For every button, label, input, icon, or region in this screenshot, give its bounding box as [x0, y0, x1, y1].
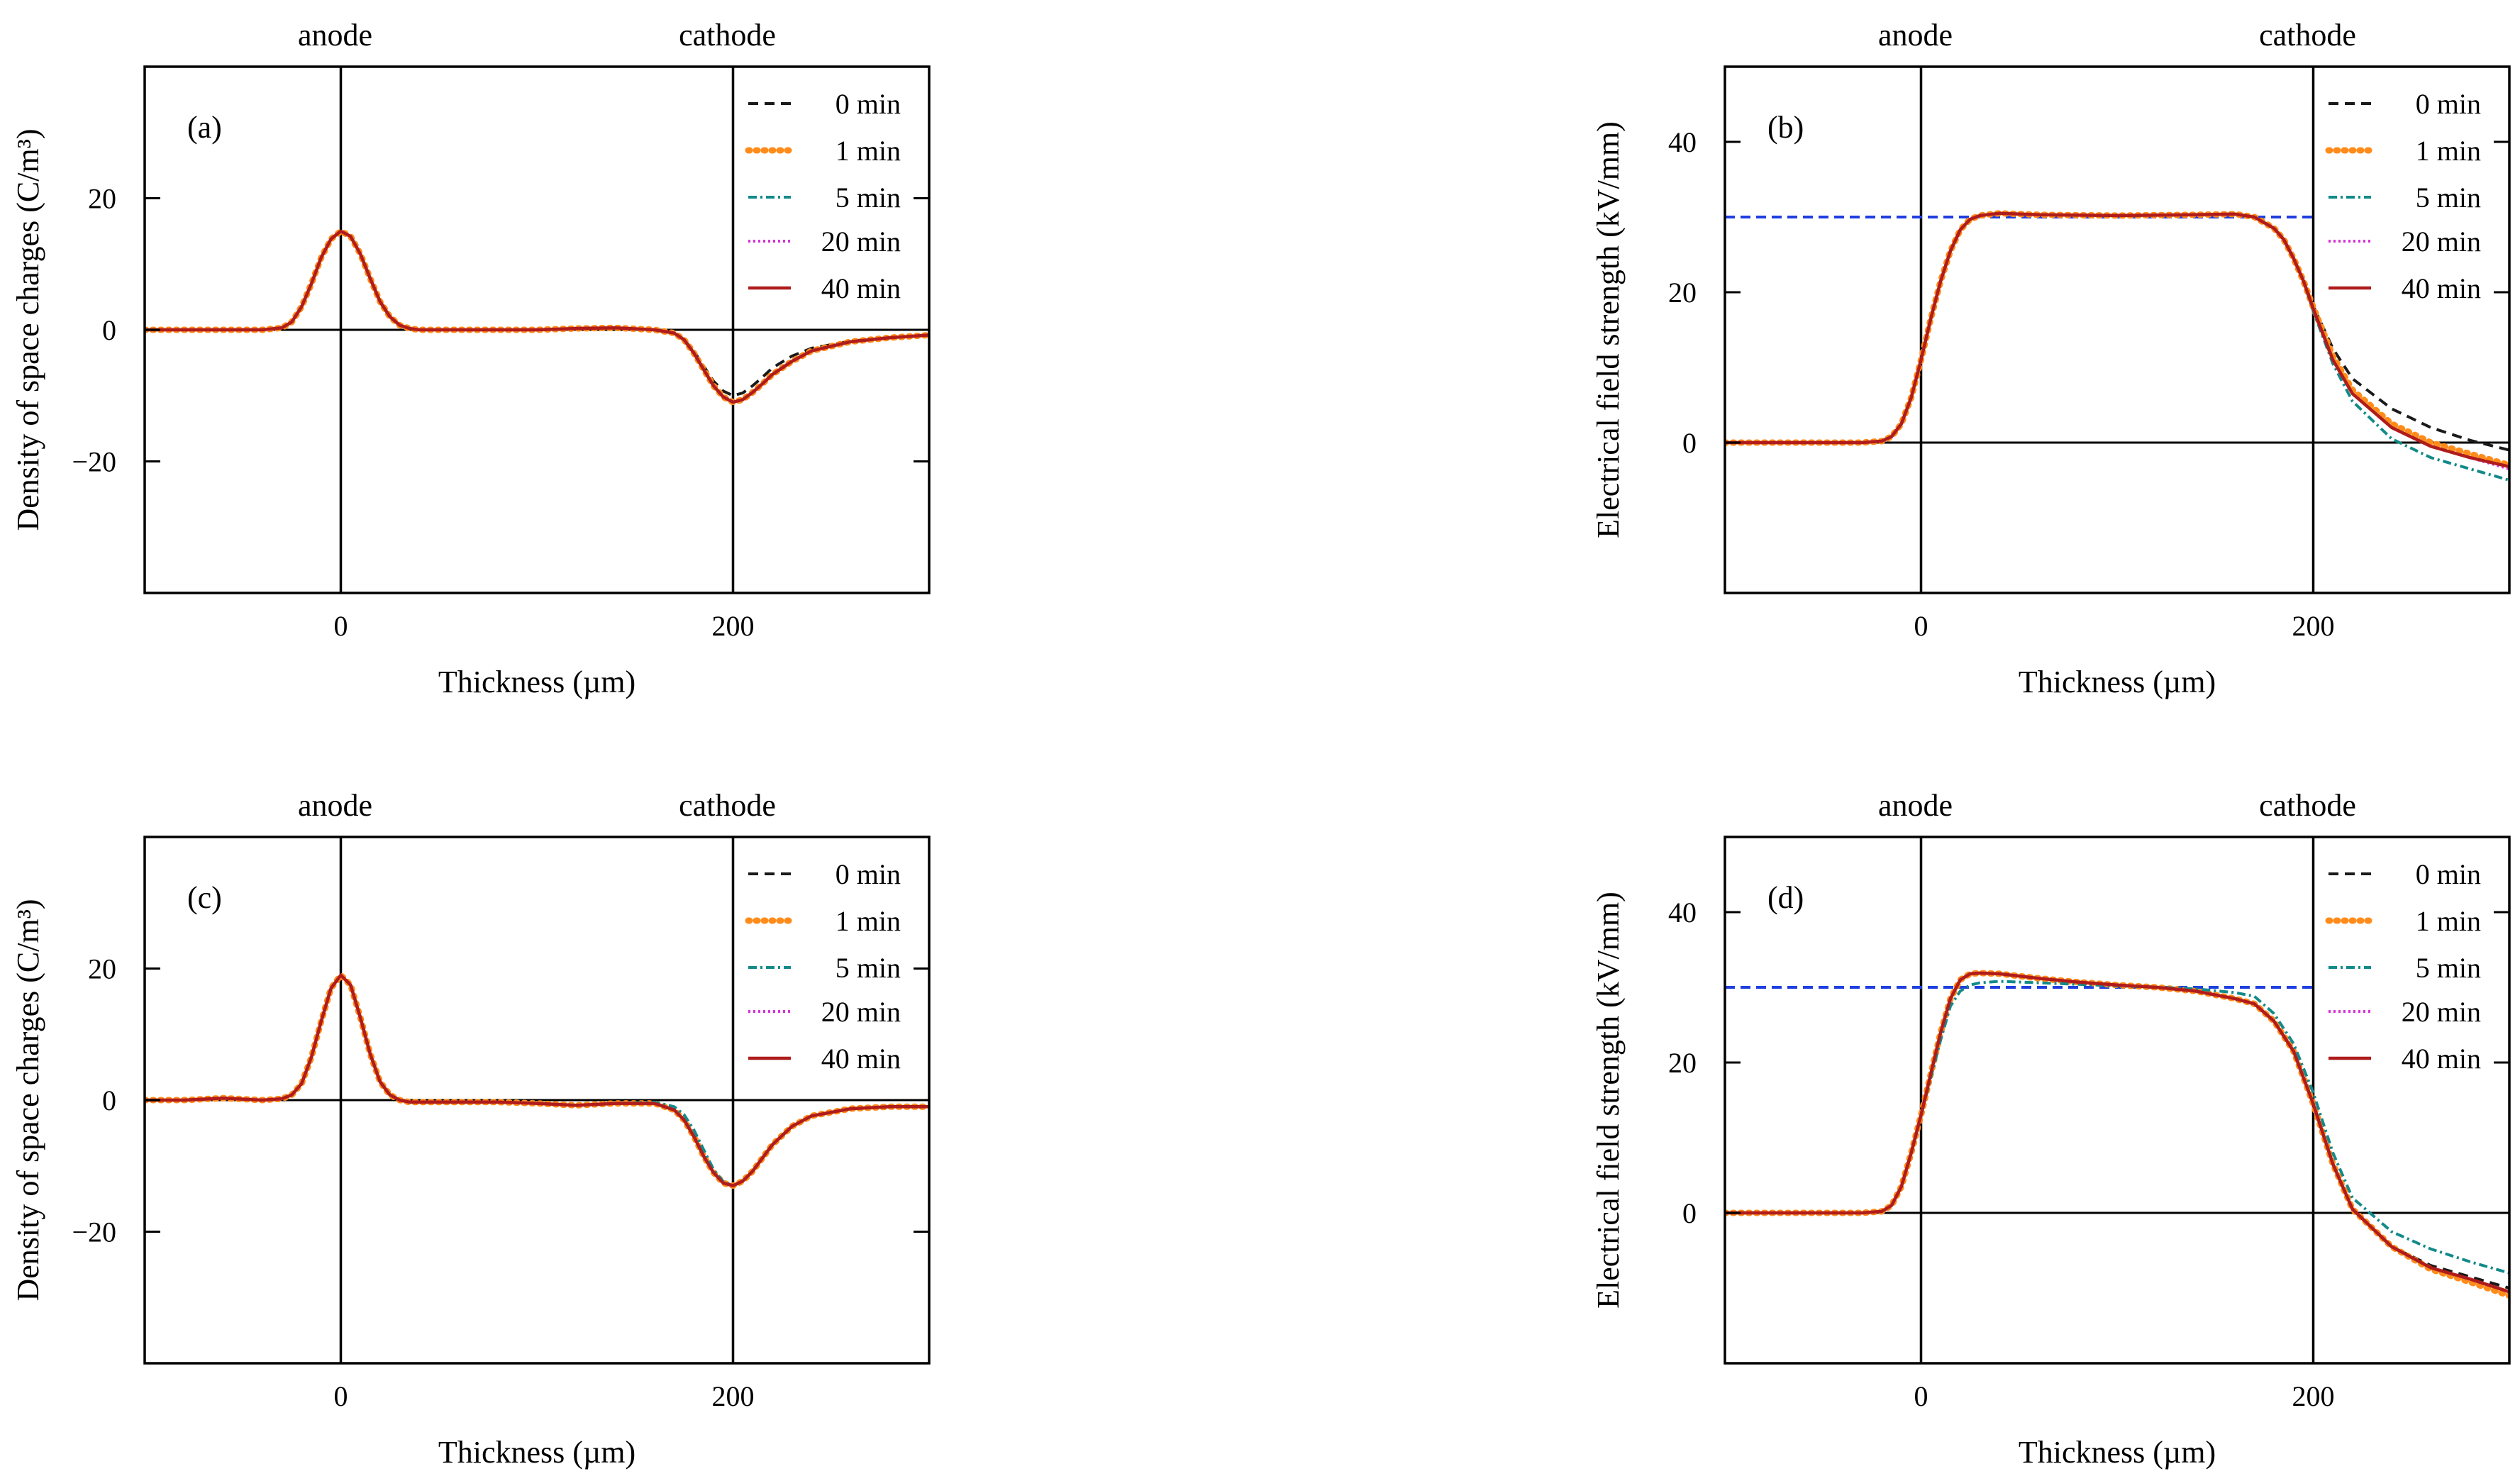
y-axis-title: Density of space charges (C/m³): [11, 899, 45, 1301]
panel-c: anode cathode 0 200 −20 0 20 Thickness (µm) Dens…: [11, 788, 931, 1470]
panel-a: anode cathode 0 200 −20 0 20 Thickness (µm) Dens…: [11, 18, 931, 699]
y-tick-label: 20: [1668, 1047, 1697, 1079]
anode-label: anode: [1878, 788, 1953, 823]
series-line-0-min: [145, 973, 929, 1187]
legend-label: 1 min: [2416, 135, 2481, 167]
panel-label: (a): [187, 110, 222, 145]
series-line-20-min: [145, 229, 929, 404]
y-tick-label: 20: [1668, 277, 1697, 309]
series-line-0-min: [1725, 211, 2509, 452]
anode-label: anode: [1878, 18, 1953, 52]
legend-label: 5 min: [2416, 952, 2481, 984]
y-tick-label: 0: [1682, 1197, 1697, 1229]
legend: 0 min 1 min 5 min 20 min 40 min: [2325, 88, 2481, 304]
y-axis-title: Electrical field strength (kV/mm): [1591, 892, 1626, 1309]
series-group: [1725, 970, 2509, 1299]
cathode-label: cathode: [679, 788, 776, 823]
series-line-40-min: [145, 973, 929, 1187]
plot-frame: [1724, 836, 2511, 1365]
y-tick-label: 0: [102, 314, 116, 346]
series-group: [145, 972, 929, 1189]
legend-label: 0 min: [2416, 858, 2481, 890]
anode-label: anode: [298, 788, 372, 823]
legend-label: 5 min: [2416, 182, 2481, 213]
plot-frame: [1724, 65, 2511, 594]
x-tick-label: 200: [2292, 610, 2335, 642]
y-axis-title: Electrical field strength (kV/mm): [1591, 121, 1626, 538]
series-group: [145, 228, 929, 406]
legend-label: 0 min: [2416, 88, 2481, 120]
y-tick-label: 40: [1668, 897, 1697, 928]
cathode-label: cathode: [679, 18, 776, 52]
x-axis-title: Thickness (µm): [2019, 1435, 2216, 1470]
x-tick-label: 200: [712, 610, 755, 642]
legend-label: 5 min: [836, 182, 901, 213]
legend-label: 20 min: [821, 996, 901, 1028]
series-line-5-min: [145, 973, 929, 1187]
series-line-5-min: [1725, 980, 2509, 1275]
series-line-5-min: [145, 229, 929, 404]
legend-label: 20 min: [2402, 226, 2481, 257]
series-group: [1725, 210, 2509, 482]
x-tick-label: 0: [334, 1380, 348, 1412]
x-tick-label: 200: [712, 1380, 755, 1412]
series-line-1-min: [145, 972, 929, 1189]
y-tick-label: 20: [88, 183, 116, 215]
series-line-40-min: [145, 229, 929, 404]
legend-label: 20 min: [821, 226, 901, 257]
legend-label: 40 min: [2402, 272, 2481, 304]
y-axis-title: Density of space charges (C/m³): [11, 128, 45, 531]
legend-label: 20 min: [2402, 996, 2481, 1028]
series-line-40-min: [1725, 211, 2509, 469]
legend: 0 min 1 min 5 min 20 min 40 min: [745, 858, 901, 1075]
series-line-20-min: [145, 973, 929, 1187]
panel-label: (d): [1767, 880, 1804, 915]
legend-label: 40 min: [821, 1043, 901, 1075]
legend-label: 0 min: [836, 858, 901, 890]
y-tick-label: 40: [1668, 126, 1697, 158]
panel-b: anode cathode 0 200 0 20 40 Thickness (µm) Elect…: [1591, 18, 2511, 699]
cathode-label: cathode: [2259, 788, 2356, 823]
y-tick-label: −20: [72, 1216, 116, 1248]
y-tick-label: −20: [72, 446, 116, 478]
x-tick-label: 0: [334, 610, 348, 642]
x-tick-label: 0: [1914, 610, 1928, 642]
panel-d: anode cathode 0 200 0 20 40 Thickness (µm) Elect…: [1591, 788, 2511, 1470]
x-axis-title: Thickness (µm): [438, 665, 635, 699]
anode-label: anode: [298, 18, 372, 52]
y-tick-label: 0: [102, 1085, 116, 1116]
x-tick-label: 200: [2292, 1380, 2335, 1412]
legend: 0 min 1 min 5 min 20 min 40 min: [2325, 858, 2481, 1075]
y-tick-label: 0: [1682, 427, 1697, 459]
x-axis-title: Thickness (µm): [438, 1435, 635, 1470]
legend-label: 40 min: [821, 272, 901, 304]
legend-label: 40 min: [2402, 1043, 2481, 1075]
legend: 0 min 1 min 5 min 20 min 40 min: [745, 88, 901, 304]
y-tick-label: 20: [88, 953, 116, 985]
legend-label: 0 min: [836, 88, 901, 120]
series-line-20-min: [1725, 211, 2509, 471]
panel-label: (b): [1767, 110, 1804, 145]
x-axis-title: Thickness (µm): [2019, 665, 2216, 699]
series-line-40-min: [1725, 971, 2509, 1294]
legend-label: 1 min: [836, 135, 901, 167]
series-line-1-min: [145, 228, 929, 406]
cathode-label: cathode: [2259, 18, 2356, 52]
legend-label: 5 min: [836, 952, 901, 984]
series-line-0-min: [145, 229, 929, 397]
x-tick-label: 0: [1914, 1380, 1928, 1412]
series-line-0-min: [1725, 971, 2509, 1289]
panel-label: (c): [187, 880, 222, 915]
legend-label: 1 min: [2416, 905, 2481, 937]
legend-label: 1 min: [836, 905, 901, 937]
